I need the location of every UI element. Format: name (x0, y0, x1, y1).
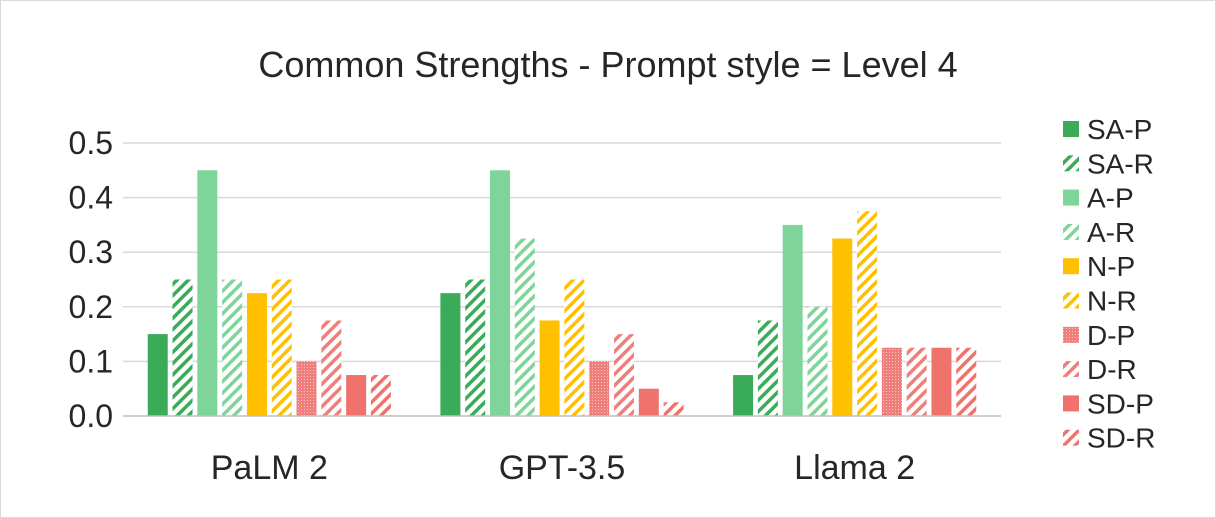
legend-item: D-P (1063, 320, 1135, 351)
bar-a-p-llama-2 (782, 224, 803, 416)
legend-swatch (1063, 258, 1079, 275)
y-tick-label: 0.2 (69, 289, 113, 325)
bars (147, 170, 977, 416)
bar-sd-r-llama-2 (956, 347, 977, 416)
legend-swatch (1063, 189, 1079, 206)
legend-label: A-R (1087, 217, 1135, 248)
legend-label: A-P (1087, 183, 1134, 214)
bar-d-r-palm-2 (321, 320, 342, 416)
legend-swatch (1063, 292, 1079, 309)
legend-item: SD-R (1063, 423, 1155, 454)
legend-item: D-R (1063, 354, 1137, 385)
bar-sd-p-palm-2 (346, 375, 367, 416)
bar-sd-p-gpt-3-5 (638, 388, 659, 416)
bar-d-r-gpt-3-5 (614, 334, 634, 416)
bar-sa-r-palm-2 (172, 279, 193, 416)
bar-a-r-gpt-3-5 (514, 238, 535, 416)
bar-d-p-palm-2 (296, 361, 317, 416)
legend-swatch (1063, 223, 1079, 240)
bar-sd-r-gpt-3-5 (663, 402, 684, 416)
bar-n-r-llama-2 (857, 211, 878, 416)
legend-label: SA-P (1087, 114, 1152, 145)
legend-swatch (1063, 395, 1079, 412)
bar-sa-r-llama-2 (757, 320, 778, 416)
legend: SA-PSA-R A-PA-RN-P N-RD-PD-RSD-P SD-R (1063, 114, 1155, 454)
bar-sd-p-llama-2 (931, 347, 952, 416)
x-category-label: Llama 2 (794, 449, 915, 487)
legend-item: N-R (1063, 286, 1137, 317)
legend-swatch (1063, 155, 1079, 172)
legend-swatch (1063, 361, 1079, 378)
bar-a-r-palm-2 (222, 279, 243, 416)
bar-sa-p-palm-2 (147, 334, 168, 416)
y-tick-label: 0.3 (69, 234, 113, 270)
bar-n-p-gpt-3-5 (539, 320, 560, 416)
legend-swatch (1063, 121, 1079, 137)
legend-item: SD-P (1063, 388, 1154, 419)
legend-item: A-P (1063, 183, 1134, 214)
x-axis-categories: PaLM 2 GPT-3.5 Llama 2 (211, 449, 915, 487)
bar-n-r-palm-2 (271, 279, 292, 416)
bar-n-p-llama-2 (832, 238, 853, 416)
legend-label: D-P (1087, 320, 1135, 351)
legend-item: SA-P (1063, 114, 1152, 145)
bar-sd-r-palm-2 (370, 375, 391, 416)
gridlines (123, 142, 1001, 363)
x-category-label: GPT-3.5 (499, 449, 626, 487)
bar-d-p-llama-2 (881, 347, 902, 416)
legend-label: SD-R (1087, 423, 1155, 454)
bar-a-p-palm-2 (197, 170, 218, 416)
legend-swatch (1063, 326, 1079, 343)
bar-a-p-gpt-3-5 (490, 170, 510, 416)
y-tick-label: 0.1 (69, 343, 113, 379)
legend-label: N-R (1087, 286, 1137, 317)
legend-label: SA-R (1087, 148, 1154, 179)
y-tick-label: 0.0 (69, 398, 113, 434)
bar-d-r-llama-2 (906, 347, 927, 416)
bar-sa-p-gpt-3-5 (440, 293, 461, 416)
bar-n-p-palm-2 (246, 293, 267, 416)
y-tick-label: 0.4 (69, 180, 113, 216)
bar-a-r-llama-2 (807, 306, 828, 416)
bar-n-r-gpt-3-5 (564, 279, 585, 416)
legend-item: A-R (1063, 217, 1135, 248)
bar-d-p-gpt-3-5 (589, 361, 610, 416)
legend-item: SA-R (1063, 148, 1154, 179)
y-tick-label: 0.5 (69, 125, 113, 161)
legend-label: SD-P (1087, 388, 1154, 419)
y-axis-ticks: 0.0 0.1 0.2 0.3 0.4 0.5 (69, 125, 113, 434)
bar-sa-p-llama-2 (733, 375, 754, 416)
legend-label: D-R (1087, 354, 1137, 385)
bar-sa-r-gpt-3-5 (465, 279, 486, 416)
legend-swatch (1063, 429, 1079, 446)
legend-label: N-P (1087, 251, 1135, 282)
chart-title: Common Strengths - Prompt style = Level … (258, 44, 957, 85)
legend-item: N-P (1063, 251, 1135, 282)
x-category-label: PaLM 2 (211, 449, 328, 487)
